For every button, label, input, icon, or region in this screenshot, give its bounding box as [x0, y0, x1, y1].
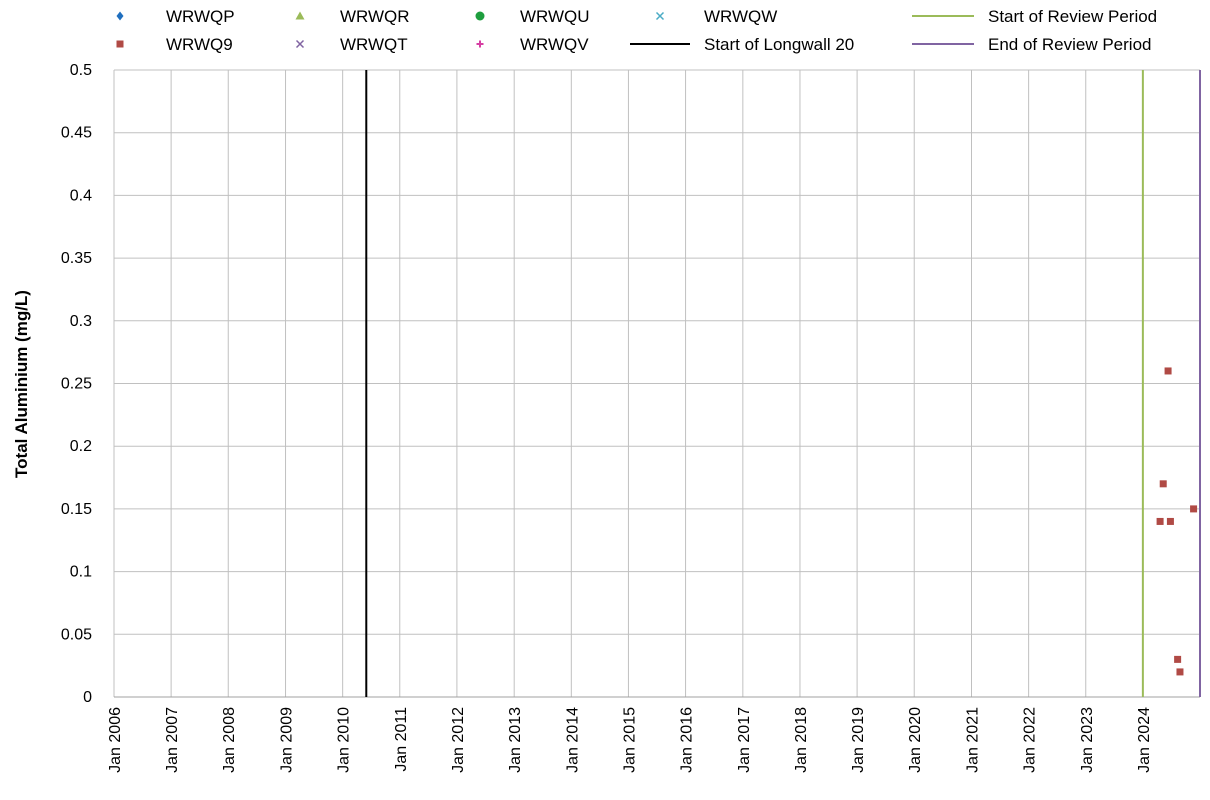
legend-label: WRWQP: [166, 7, 235, 26]
data-points: [1156, 367, 1198, 676]
y-tick-label: 0.25: [61, 376, 92, 393]
y-tick-label: 0.5: [70, 62, 92, 79]
y-tick-label: 0.1: [70, 564, 92, 581]
y-axis-title: Total Aluminium (mg/L): [12, 290, 31, 478]
data-point-wrwq9: [1164, 367, 1172, 375]
x-tick-label: Jan 2019: [850, 707, 867, 773]
x-tick-label: Jan 2008: [221, 707, 238, 773]
y-tick-label: 0.15: [61, 501, 92, 518]
grid: [113, 69, 1201, 698]
y-tick-label: 0.2: [70, 438, 92, 455]
legend-label: WRWQU: [520, 7, 590, 26]
legend-label: WRWQV: [520, 35, 589, 54]
x-tick-label: Jan 2006: [107, 707, 124, 773]
data-point-wrwq9: [1190, 505, 1198, 513]
legend-label: WRWQR: [340, 7, 410, 26]
legend-marker-wrwq9: [116, 40, 124, 48]
legend-label: End of Review Period: [988, 35, 1151, 54]
x-tick-label: Jan 2021: [965, 707, 982, 773]
x-tick-label: Jan 2007: [164, 707, 181, 773]
x-tick-label: Jan 2015: [621, 707, 638, 773]
legend-marker-wrwqw: [655, 11, 665, 21]
x-tick-label: Jan 2017: [736, 707, 753, 773]
y-axis-ticks: 0 0.05 0.1 0.15 0.2 0.25 0.3 0.35 0.4 0.45 0.5: [61, 62, 92, 706]
x-tick-label: Jan 2013: [507, 707, 524, 773]
legend-marker-wrwqp: [116, 11, 124, 21]
y-tick-label: 0.4: [70, 187, 92, 204]
legend: WRWQP WRWQ9 WRWQR WRWQT WRWQU WRWQV WRWQW Start…: [116, 7, 1157, 54]
y-tick-label: 0: [83, 689, 92, 706]
legend-label: WRWQT: [340, 35, 408, 54]
legend-marker-wrwqt: [295, 39, 305, 49]
x-tick-label: Jan 2012: [450, 707, 467, 773]
y-tick-label: 0.35: [61, 250, 92, 267]
data-point-wrwq9: [1174, 655, 1182, 663]
legend-label: Start of Longwall 20: [704, 35, 854, 54]
legend-label: WRWQW: [704, 7, 777, 26]
data-point-wrwq9: [1156, 517, 1164, 525]
legend-marker-wrwqv: [476, 40, 484, 48]
legend-label: Start of Review Period: [988, 7, 1157, 26]
x-tick-label: Jan 2018: [793, 707, 810, 773]
y-tick-label: 0.3: [70, 313, 92, 330]
x-tick-label: Jan 2016: [679, 707, 696, 773]
y-tick-label: 0.45: [61, 125, 92, 142]
reference-lines: [365, 70, 1201, 697]
x-tick-label: Jan 2022: [1022, 707, 1039, 773]
x-tick-label: Jan 2014: [564, 707, 581, 773]
data-point-wrwq9: [1159, 480, 1167, 488]
x-tick-label: Jan 2020: [907, 707, 924, 773]
x-tick-label: Jan 2011: [393, 707, 410, 772]
y-tick-label: 0.05: [61, 626, 92, 643]
legend-marker-wrwqr: [295, 11, 305, 20]
x-tick-label: Jan 2009: [279, 707, 296, 773]
data-point-wrwq9: [1176, 668, 1184, 676]
x-axis-ticks: Jan 2006 Jan 2007 Jan 2008 Jan 2009 Jan 2010…: [107, 707, 1153, 773]
legend-label: WRWQ9: [166, 35, 233, 54]
legend-marker-wrwqu: [475, 11, 485, 21]
data-point-wrwq9: [1166, 517, 1174, 525]
x-tick-label: Jan 2010: [336, 707, 353, 773]
x-tick-label: Jan 2023: [1079, 707, 1096, 773]
x-tick-label: Jan 2024: [1136, 707, 1153, 773]
